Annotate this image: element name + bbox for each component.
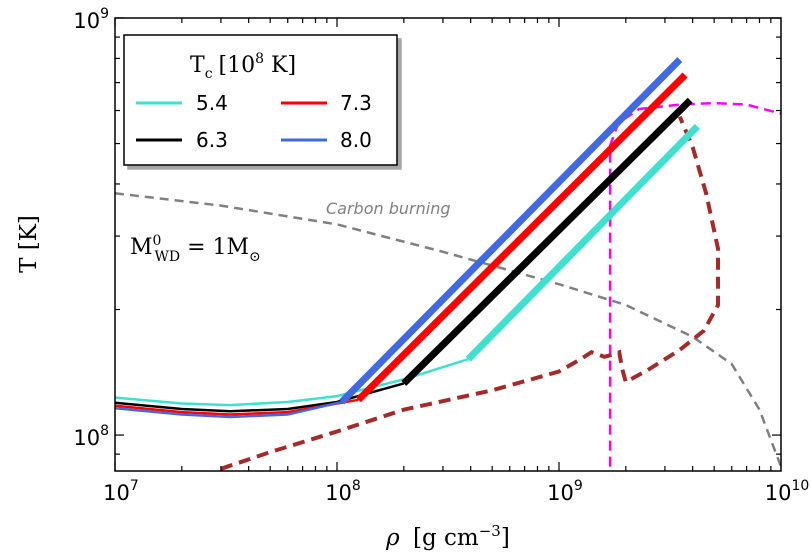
series-6-3-thick: [401, 97, 693, 386]
wd-mass-label: M0 WD = 1M⊙: [130, 233, 261, 265]
x-axis-label: ρ [g cm−3]: [385, 522, 510, 551]
tick-labels-group: 107 108 109 1010 108 109: [73, 6, 809, 505]
x-tick-label: 107: [103, 478, 139, 505]
series-8-0-thin: [115, 400, 342, 419]
x-tick-label: 109: [547, 478, 583, 505]
plot-frame: [114, 17, 782, 472]
legend-box: [123, 34, 398, 166]
series-7-3-thick: [356, 72, 688, 403]
y-tick-label: 108: [73, 423, 109, 450]
legend-label-6-3: 6.3: [196, 128, 228, 152]
magenta-curve: [608, 101, 781, 467]
legend-title: Tc [108 K]: [190, 51, 296, 82]
legend: Tc [108 K] 5.4 7.3 6.3 8.0: [123, 34, 398, 166]
series-8-0-thick: [339, 57, 683, 405]
y-tick-label: 109: [73, 6, 109, 33]
y-axis-label: T [K]: [16, 215, 42, 273]
brown-curve: [220, 115, 720, 471]
ticks-group: [114, 17, 781, 471]
x-tick-label: 1010: [765, 478, 810, 505]
x-tick-label: 108: [325, 478, 361, 505]
legend-label-8-0: 8.0: [340, 128, 372, 152]
series-5-4-thick: [465, 123, 700, 362]
carbon-burning-curve: [115, 192, 781, 468]
curves-group: [115, 57, 781, 471]
legend-label-5-4: 5.4: [196, 91, 228, 115]
legend-label-7-3: 7.3: [340, 91, 372, 115]
carbon-burning-label: Carbon burning: [326, 199, 450, 218]
